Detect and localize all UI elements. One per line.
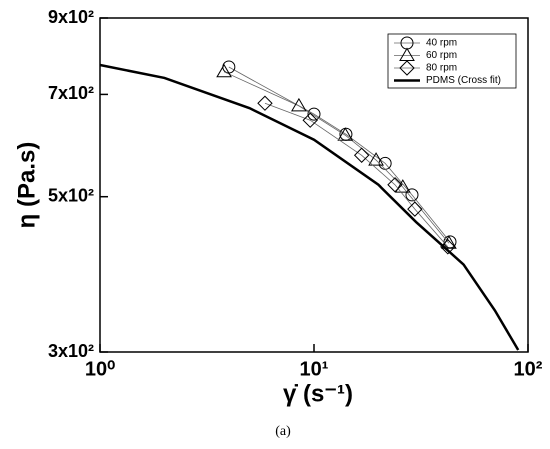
legend-label: 60 rpm: [426, 50, 457, 61]
data-point: [337, 127, 354, 141]
legend-label: 40 rpm: [426, 38, 457, 49]
data-point: [353, 147, 370, 163]
data-point: [307, 107, 321, 121]
caption: (a): [275, 424, 291, 439]
data-point: [405, 188, 419, 202]
data-point: [302, 112, 318, 128]
legend-marker: [399, 60, 415, 76]
data-point: [368, 152, 384, 166]
fit-line: [99, 63, 520, 351]
series-line: [264, 102, 449, 248]
data-point: [216, 63, 232, 78]
data-point: [394, 179, 411, 193]
y-tick-label: 5x10²: [48, 185, 94, 205]
x-tick-label: 10²: [514, 358, 543, 380]
data-point: [291, 97, 307, 112]
x-axis-label: γ̇ (s⁻¹): [283, 380, 353, 407]
y-tick-label: 3x10²: [48, 341, 94, 361]
data-point: [257, 95, 273, 111]
y-tick-label: 7x10²: [48, 83, 94, 103]
series-line: [228, 66, 451, 243]
data-point: [407, 201, 423, 217]
data-point: [440, 239, 456, 255]
series-line: [223, 71, 450, 244]
data-point: [387, 177, 403, 193]
x-tick-label: 10⁰: [85, 358, 115, 380]
y-tick-label: 9x10²: [48, 7, 94, 27]
legend-label: PDMS (Cross fit): [426, 75, 501, 86]
y-axis-label: η (Pa.s): [13, 142, 40, 229]
legend-label: 80 rpm: [426, 63, 457, 74]
x-tick-label: 10¹: [300, 358, 329, 380]
